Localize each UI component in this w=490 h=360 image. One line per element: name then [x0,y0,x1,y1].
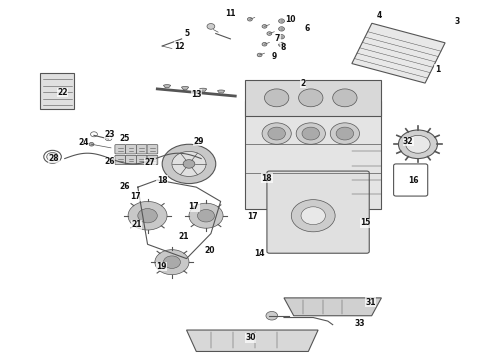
FancyBboxPatch shape [147,156,158,165]
Text: 17: 17 [130,192,141,201]
Text: 5: 5 [184,29,189,38]
Wedge shape [218,90,225,93]
Wedge shape [199,88,207,91]
Text: 1: 1 [435,65,440,74]
Circle shape [298,89,323,107]
Circle shape [207,23,215,29]
Circle shape [162,144,216,184]
Text: 9: 9 [271,52,277,61]
Text: 16: 16 [408,176,418,185]
FancyBboxPatch shape [136,145,147,154]
Text: 25: 25 [120,134,130,143]
Circle shape [128,202,167,230]
Circle shape [189,203,223,228]
Text: 26: 26 [104,157,115,166]
Circle shape [296,123,325,144]
Circle shape [291,200,335,232]
Circle shape [265,89,289,107]
Circle shape [406,135,430,153]
Text: 29: 29 [194,137,204,146]
FancyBboxPatch shape [136,156,147,165]
Text: 15: 15 [361,219,371,228]
Circle shape [279,42,285,47]
FancyBboxPatch shape [115,145,125,154]
Circle shape [262,24,267,28]
Text: 13: 13 [191,90,201,99]
Circle shape [155,249,189,275]
Circle shape [398,130,438,158]
FancyBboxPatch shape [115,156,125,165]
Text: 2: 2 [301,79,306,88]
Text: 8: 8 [280,43,286,52]
Text: 18: 18 [157,176,168,185]
Text: 12: 12 [174,41,184,50]
Circle shape [89,143,94,146]
Text: 6: 6 [305,24,310,33]
Circle shape [336,127,354,140]
Text: 21: 21 [132,220,142,229]
Circle shape [333,89,357,107]
Circle shape [247,18,252,21]
Text: 27: 27 [145,158,155,167]
Circle shape [279,35,285,39]
Text: 7: 7 [275,35,280,44]
Text: 3: 3 [454,17,460,26]
Circle shape [262,42,267,46]
Circle shape [266,311,278,320]
Circle shape [138,208,157,223]
Text: 23: 23 [104,130,115,139]
FancyBboxPatch shape [245,80,381,116]
FancyBboxPatch shape [125,156,136,165]
Wedge shape [163,85,171,88]
Circle shape [279,19,285,23]
Text: 24: 24 [78,138,89,147]
Circle shape [197,210,215,222]
Text: 10: 10 [285,15,295,24]
Circle shape [183,159,195,168]
FancyBboxPatch shape [40,73,74,109]
Circle shape [267,32,272,35]
Text: 22: 22 [57,88,68,97]
Text: 17: 17 [247,212,258,221]
Polygon shape [187,330,318,351]
Polygon shape [284,298,381,316]
Circle shape [47,153,58,161]
Text: 18: 18 [262,174,272,183]
Text: 26: 26 [120,182,130,191]
Text: 19: 19 [156,262,167,271]
Circle shape [279,27,285,31]
FancyBboxPatch shape [125,145,136,154]
Polygon shape [245,102,381,208]
Circle shape [163,256,180,269]
Wedge shape [181,86,189,90]
Text: 20: 20 [204,246,215,255]
Circle shape [301,207,325,225]
Circle shape [262,123,291,144]
Text: 21: 21 [179,232,189,241]
Circle shape [172,152,206,176]
Text: 17: 17 [189,202,199,211]
Text: 14: 14 [254,249,265,258]
Text: 11: 11 [225,9,236,18]
Circle shape [330,123,360,144]
Text: 4: 4 [376,11,382,20]
Text: 30: 30 [245,333,256,342]
Text: 33: 33 [354,319,365,328]
Text: 32: 32 [403,137,414,146]
Text: 28: 28 [49,154,59,163]
FancyBboxPatch shape [147,145,158,154]
FancyBboxPatch shape [267,171,369,253]
Polygon shape [352,23,445,83]
Circle shape [302,127,319,140]
Text: 31: 31 [366,298,376,307]
Circle shape [268,127,286,140]
Circle shape [257,53,262,57]
